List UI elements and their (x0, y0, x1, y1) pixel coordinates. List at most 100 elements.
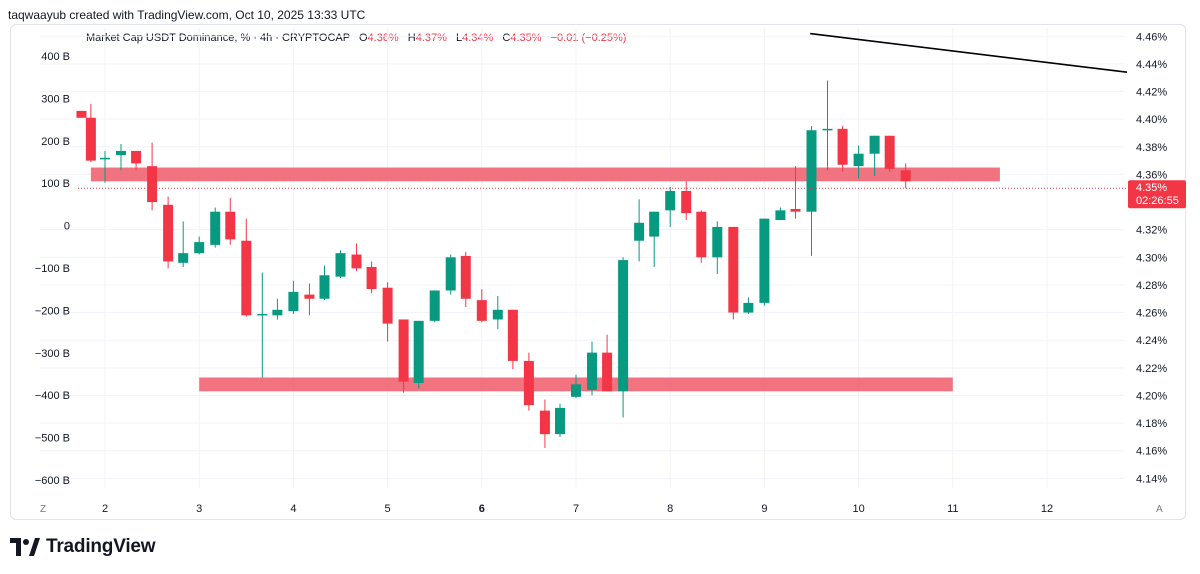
candle-body (822, 128, 833, 131)
x-axis-tick: 10 (852, 503, 864, 515)
candle-body (100, 157, 110, 160)
candle-body (131, 150, 142, 164)
right-axis-tick: 4.38% (1136, 142, 1167, 154)
candle-body (398, 319, 409, 382)
candle-body (571, 384, 581, 397)
left-axis-tick: 100 B (41, 178, 70, 190)
x-axis-tick: 4 (290, 503, 296, 515)
left-axis-tick: 400 B (41, 51, 70, 63)
candle-body (85, 117, 96, 161)
candle-body (900, 170, 911, 182)
low-value: 4.34% (462, 32, 494, 44)
tradingview-brand: TradingView (10, 536, 156, 558)
candle-body (319, 275, 330, 299)
candle-body (775, 210, 786, 221)
left-axis-tick: −500 B (35, 433, 70, 445)
candle-body (507, 309, 518, 361)
symbol-legend: Market Cap USDT Dominance, % · 4h · CRYP… (86, 32, 626, 44)
left-axis-tick: 300 B (41, 93, 70, 105)
right-axis-tick: 4.30% (1136, 252, 1167, 264)
candle-body (225, 211, 236, 240)
open-label: O (358, 32, 368, 44)
right-axis-tick: 4.26% (1136, 308, 1167, 320)
left-axis-tick: 200 B (41, 136, 70, 148)
right-axis-tick: 4.40% (1136, 114, 1167, 126)
right-axis-tick: 4.44% (1136, 59, 1167, 71)
chart-attribution: taqwaayub created with TradingView.com, … (8, 8, 366, 22)
candle-body (194, 242, 205, 254)
candle-body (445, 257, 456, 291)
left-axis-tick: 0 (64, 221, 70, 233)
candle-body (665, 191, 676, 211)
x-axis-tick: 6 (479, 503, 485, 515)
candle-body (429, 290, 440, 321)
candle-body (413, 320, 424, 384)
x-axis-tick: 3 (196, 503, 202, 515)
candle-body (618, 260, 629, 392)
candle-body (366, 266, 377, 290)
left-axis-tick: −300 B (35, 348, 70, 360)
right-axis-tick: 4.24% (1136, 335, 1167, 347)
price-tag (1128, 180, 1186, 209)
candle-body (351, 254, 362, 269)
x-axis-tick: 12 (1041, 503, 1053, 515)
left-axis-tick: −400 B (35, 390, 70, 402)
close-label: C (502, 32, 511, 44)
x-axis-tick: 8 (667, 503, 673, 515)
candle-body (869, 135, 880, 154)
candle-body (554, 407, 565, 435)
candle-body (147, 166, 158, 203)
right-axis-tick: 4.22% (1136, 363, 1167, 375)
right-axis-tick: 4.36% (1136, 169, 1167, 181)
symbol-title: Market Cap USDT Dominance, % · 4h · CRYP… (86, 32, 350, 44)
right-axis-tick: 4.42% (1136, 87, 1167, 99)
candle-body (476, 300, 487, 321)
candle-body (634, 222, 645, 241)
candle-body (649, 211, 660, 237)
candle-body (790, 208, 801, 212)
candle-body (241, 240, 252, 316)
candle-body (523, 360, 534, 406)
candle-body (288, 291, 299, 312)
candle-body (210, 211, 221, 245)
trendline (810, 32, 1128, 73)
x-axis-tick: 11 (947, 503, 958, 515)
open-value: 4.36% (367, 32, 399, 44)
x-axis-tick: 7 (573, 503, 579, 515)
candle-body (696, 211, 707, 258)
candle-body (884, 135, 895, 169)
left-axis-tick: −600 B (35, 475, 70, 487)
candle-body (460, 255, 471, 299)
candle-body (837, 128, 848, 165)
candle-body (712, 226, 723, 258)
a-button[interactable]: A (1156, 504, 1163, 515)
candle-body (539, 410, 550, 435)
candle-body (178, 253, 189, 263)
left-axis-tick: −200 B (35, 305, 70, 317)
x-axis-tick: 5 (385, 503, 391, 515)
candle-body (304, 294, 315, 299)
candle-body (743, 302, 754, 313)
tradingview-logo-icon (10, 538, 40, 556)
right-axis-tick: 4.46% (1136, 31, 1167, 43)
support-resistance-zone (90, 167, 1000, 182)
candle-body (681, 191, 692, 214)
x-axis-tick: 2 (102, 503, 108, 515)
chart-panel[interactable] (10, 24, 1186, 520)
x-axis-tick: 9 (761, 503, 767, 515)
candle-body (272, 309, 283, 316)
high-label: H (407, 32, 416, 44)
candle-body (602, 352, 613, 392)
change-value: −0.01 (−0.25%) (550, 32, 627, 44)
z-button[interactable]: Z (40, 504, 47, 515)
right-axis-tick: 4.32% (1136, 225, 1167, 237)
right-axis-tick: 4.18% (1136, 418, 1167, 430)
candle-body (163, 204, 174, 262)
close-value: 4.35% (510, 32, 542, 44)
candle-body (806, 130, 817, 212)
candle-body (853, 153, 864, 167)
candle-body (335, 253, 346, 277)
right-axis-tick: 4.14% (1136, 473, 1167, 485)
candle-body (116, 150, 127, 156)
